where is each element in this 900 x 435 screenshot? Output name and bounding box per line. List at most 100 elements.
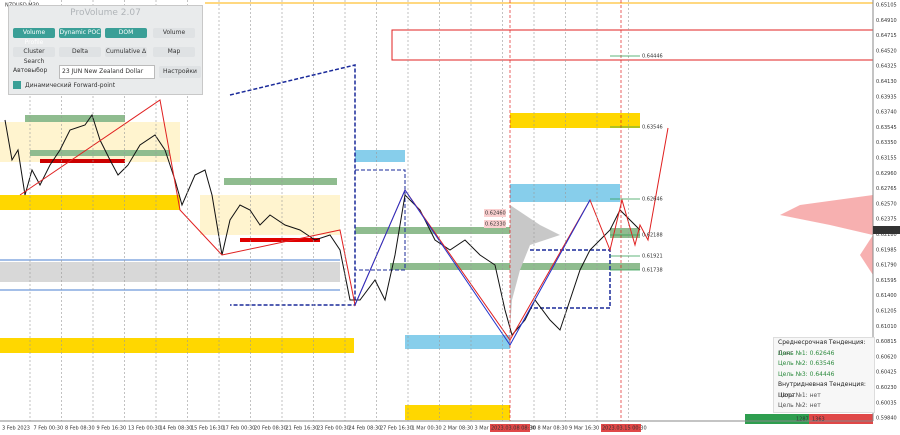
forward-point[interactable]: Динамический Forward-point (25, 82, 116, 89)
price-label: 0.62375 (876, 217, 897, 223)
price-label: 0.61010 (876, 324, 897, 330)
time-label: 13 Feb 00:30 (128, 426, 161, 432)
time-label: 24 Feb 08:30 (349, 426, 382, 432)
level-label: 0.62188 (642, 233, 663, 239)
zone-tag (484, 209, 506, 217)
auto-select[interactable]: Автовыбор (13, 67, 48, 74)
price-label: 0.61985 (876, 247, 897, 253)
zone-label: 0.62330 (485, 222, 506, 228)
price-label: 0.61205 (876, 309, 897, 315)
price-label: 0.64130 (876, 79, 897, 85)
time-label: 23 Feb 00:30 (317, 426, 350, 432)
zone (224, 178, 337, 185)
price-label: 0.63545 (876, 125, 897, 131)
volume-profile (780, 195, 873, 275)
time-highlight-label: 2023.03.08 08:30 (491, 426, 536, 432)
zone (30, 150, 170, 156)
button[interactable]: Настройки (159, 66, 201, 78)
current-price-tag (873, 226, 900, 234)
button[interactable]: Map (153, 47, 195, 57)
button[interactable]: Volume Profile (13, 28, 55, 46)
level-label: 0.64446 (642, 54, 663, 60)
time-label: 2 Mar 08:30 (443, 426, 473, 432)
button[interactable]: DOM (105, 28, 147, 38)
info-line: Цель №1: нет (778, 391, 821, 399)
price-label: 0.63155 (876, 156, 897, 162)
time-label: 1 Mar 00:30 (412, 426, 442, 432)
time-label: 27 Feb 16:30 (380, 426, 413, 432)
time-label: 17 Feb 00:30 (223, 426, 256, 432)
zone-tag (484, 220, 506, 228)
price-label: 0.63935 (876, 94, 897, 100)
level-label: 0.62646 (642, 197, 663, 203)
price-label: 0.60425 (876, 370, 897, 376)
button[interactable]: Volume (153, 28, 195, 38)
zone (0, 262, 340, 282)
zone (355, 150, 405, 162)
time-highlight (490, 424, 530, 432)
info-line: Внутридневная Тенденция: Шорт (778, 381, 866, 399)
time-label: 3 Mar 16:30 (475, 426, 505, 432)
price-label: 0.61595 (876, 278, 897, 284)
price-label: 0.63350 (876, 140, 897, 146)
zone (405, 335, 510, 349)
price-label: 0.60035 (876, 400, 897, 406)
checkbox[interactable] (13, 81, 21, 89)
info-line: Цель №1: 0.62646 (778, 349, 835, 357)
time-label: 21 Feb 16:30 (286, 426, 319, 432)
time-label: 9 Feb 16:30 (97, 426, 127, 432)
time-highlight-label: 2023.03.15 00:30 (602, 426, 647, 432)
button[interactable]: Cluster Search (13, 47, 55, 65)
zone-label: 0.62460 (485, 211, 506, 217)
panel-title: ProVolume 2.07 (70, 8, 141, 18)
price-label: 0.64520 (876, 48, 897, 54)
volume-label: 1363 (812, 417, 825, 423)
price-label: 0.61790 (876, 263, 897, 269)
zone (0, 195, 180, 210)
channel (530, 249, 611, 309)
info-line: Цель №3: 0.64446 (778, 370, 835, 378)
provolume-panel: ProVolume 2.07 Volume Profile Dynamic PO… (8, 5, 203, 95)
current-price: 0.62263 (876, 228, 897, 234)
price-label: 0.64910 (876, 18, 897, 24)
info-line: Цель №2: 0.63546 (778, 360, 835, 367)
time-label: 8 Feb 08:30 (65, 426, 95, 432)
price-label: 0.64715 (876, 33, 897, 39)
volume-label: 1287 (796, 417, 809, 423)
time-label: 15 Feb 16:30 (191, 426, 224, 432)
price-label: 0.62570 (876, 201, 897, 207)
volume-profile (510, 205, 560, 330)
price-label: 0.64325 (876, 64, 897, 70)
channel (355, 169, 406, 271)
volume-bar-buy (745, 414, 809, 424)
zone (510, 263, 640, 270)
price-label: 0.59840 (876, 416, 897, 422)
time-label: 8 Mar 08:30 (538, 426, 568, 432)
volume-bar-sell (809, 414, 873, 424)
button[interactable]: Delta (59, 47, 101, 57)
zone (510, 184, 620, 202)
price-label: 0.65105 (876, 3, 897, 9)
zone (0, 338, 354, 353)
zigzag (354, 188, 591, 346)
level-label: 0.61921 (642, 254, 663, 260)
info-line: Среднесрочная Тенденция: Лонг (778, 339, 866, 357)
price-label: 0.62765 (876, 186, 897, 192)
button[interactable]: Cumulative Δ (105, 47, 147, 57)
info-panel: Среднесрочная Тенденция: Лонг Цель №1: 0.… (773, 337, 875, 413)
zone (610, 228, 640, 238)
time-label: 3 Feb 2023 (2, 426, 30, 432)
zone (510, 113, 640, 128)
time-label: 7 Feb 00:30 (34, 426, 64, 432)
instrument-select[interactable]: 23 JUN New Zealand Dollar (59, 65, 155, 79)
time-highlight (601, 424, 641, 432)
price-label: 0.62960 (876, 171, 897, 177)
button[interactable]: Dynamic POC (59, 28, 101, 38)
price-label: 0.60230 (876, 385, 897, 391)
price-axis (873, 0, 900, 435)
price-label: 0.60815 (876, 339, 897, 345)
zone (390, 263, 510, 270)
time-label: 14 Feb 08:30 (160, 426, 193, 432)
zone (405, 405, 510, 420)
